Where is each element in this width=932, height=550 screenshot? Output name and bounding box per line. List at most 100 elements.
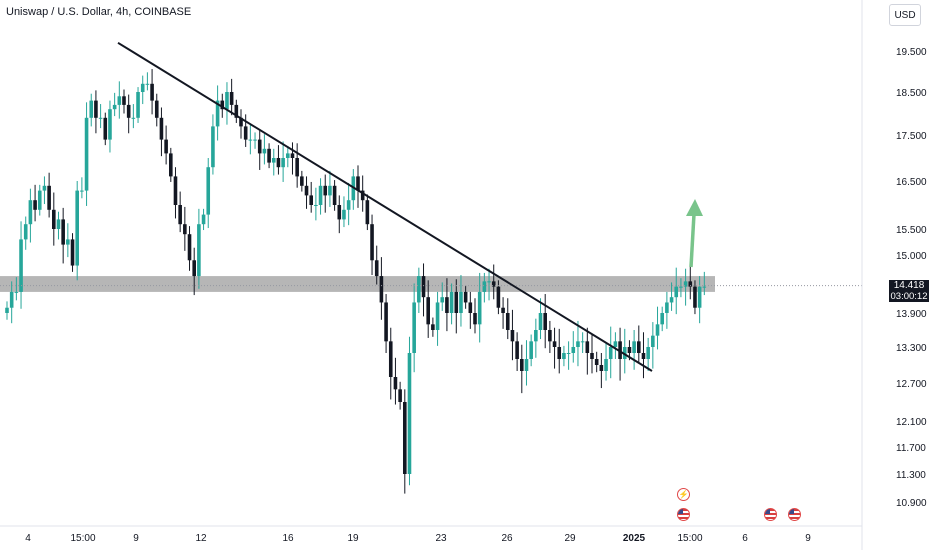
- breakout-arrow[interactable]: [686, 199, 703, 268]
- candle: [702, 271, 707, 296]
- y-tick-label: 15.500: [896, 225, 927, 236]
- candle-body: [140, 83, 145, 92]
- candle: [9, 281, 14, 324]
- candle-body: [23, 224, 28, 240]
- candle-body: [613, 341, 618, 347]
- candle: [679, 278, 683, 298]
- candle-body: [164, 139, 168, 154]
- candle-body: [557, 347, 562, 359]
- x-tick-label: 15:00: [70, 533, 95, 544]
- candle-body: [491, 281, 496, 287]
- candle-body: [183, 224, 187, 235]
- x-tick-label: 6: [742, 533, 748, 544]
- candle: [403, 389, 407, 494]
- candle: [431, 317, 435, 337]
- candle-body: [543, 313, 547, 330]
- candle-body: [257, 139, 262, 154]
- candle-body: [590, 353, 594, 359]
- y-tick-label: 10.900: [896, 498, 927, 509]
- y-tick-label: 19.500: [896, 47, 927, 58]
- currency-selector[interactable]: USD: [889, 4, 921, 26]
- candle: [248, 123, 253, 155]
- candle-body: [159, 117, 164, 140]
- candle: [674, 267, 679, 315]
- candle: [257, 128, 262, 170]
- candle: [426, 280, 430, 338]
- candle: [154, 93, 159, 127]
- candle: [19, 221, 23, 309]
- candle-body: [688, 281, 693, 287]
- candle: [98, 104, 103, 129]
- candle-body: [192, 260, 196, 277]
- y-tick-label: 16.500: [896, 177, 927, 188]
- candle-body: [599, 365, 604, 371]
- candle: [234, 99, 239, 123]
- candle: [384, 294, 388, 353]
- x-tick-label: 9: [805, 533, 811, 544]
- candle: [590, 334, 594, 374]
- candle: [440, 282, 445, 311]
- candle: [271, 148, 276, 176]
- candle: [487, 268, 491, 301]
- candle: [112, 92, 117, 117]
- candle: [187, 226, 192, 271]
- candle-body: [211, 126, 215, 168]
- candle-body: [388, 341, 393, 377]
- candle-body: [281, 158, 285, 168]
- candle: [585, 327, 590, 375]
- us-flag-icon[interactable]: [764, 508, 777, 521]
- support-resistance-zone[interactable]: [0, 276, 715, 292]
- candle: [89, 93, 94, 127]
- candle: [398, 381, 402, 410]
- candle: [580, 332, 585, 353]
- candle: [304, 176, 309, 209]
- candle-body: [117, 96, 122, 105]
- candle-body: [136, 92, 140, 118]
- candle-body: [253, 139, 257, 141]
- candle-body: [622, 347, 627, 359]
- candle-body: [702, 286, 707, 288]
- us-flag-icon[interactable]: [677, 508, 690, 521]
- candle-body: [679, 286, 683, 288]
- candle: [491, 264, 496, 300]
- candle-body: [169, 153, 173, 177]
- candle: [576, 320, 580, 367]
- us-flag-icon[interactable]: [788, 508, 801, 521]
- candle: [510, 309, 515, 361]
- candle: [632, 330, 636, 370]
- candle-body: [618, 341, 622, 359]
- candle: [28, 188, 33, 243]
- candle-body: [594, 359, 599, 365]
- candle-body: [683, 281, 688, 287]
- candle: [693, 280, 697, 315]
- candle: [482, 272, 487, 303]
- candle: [192, 247, 196, 296]
- candle: [683, 268, 688, 306]
- candle: [323, 174, 328, 213]
- candle: [520, 344, 524, 394]
- candle-body: [89, 100, 94, 118]
- candle: [566, 341, 571, 370]
- candle-body: [126, 104, 131, 118]
- candle-body: [220, 100, 225, 110]
- candle: [211, 114, 215, 175]
- candle-body: [309, 195, 313, 205]
- candle: [454, 279, 459, 334]
- candle-body: [248, 139, 253, 141]
- candle: [501, 297, 505, 329]
- lightning-icon[interactable]: ⚡: [677, 488, 690, 501]
- candle-body: [435, 302, 440, 330]
- candle-body: [131, 117, 136, 119]
- candle: [337, 195, 342, 234]
- candle: [145, 72, 150, 91]
- candle-body: [314, 205, 318, 206]
- candle-body: [173, 176, 178, 205]
- descending-trendline[interactable]: [117, 41, 653, 372]
- candle-body: [449, 291, 454, 313]
- arrow-shaft: [689, 213, 696, 268]
- candle-body: [374, 260, 379, 277]
- candle-body: [98, 117, 103, 119]
- candle-body: [524, 359, 529, 371]
- candle: [445, 278, 449, 332]
